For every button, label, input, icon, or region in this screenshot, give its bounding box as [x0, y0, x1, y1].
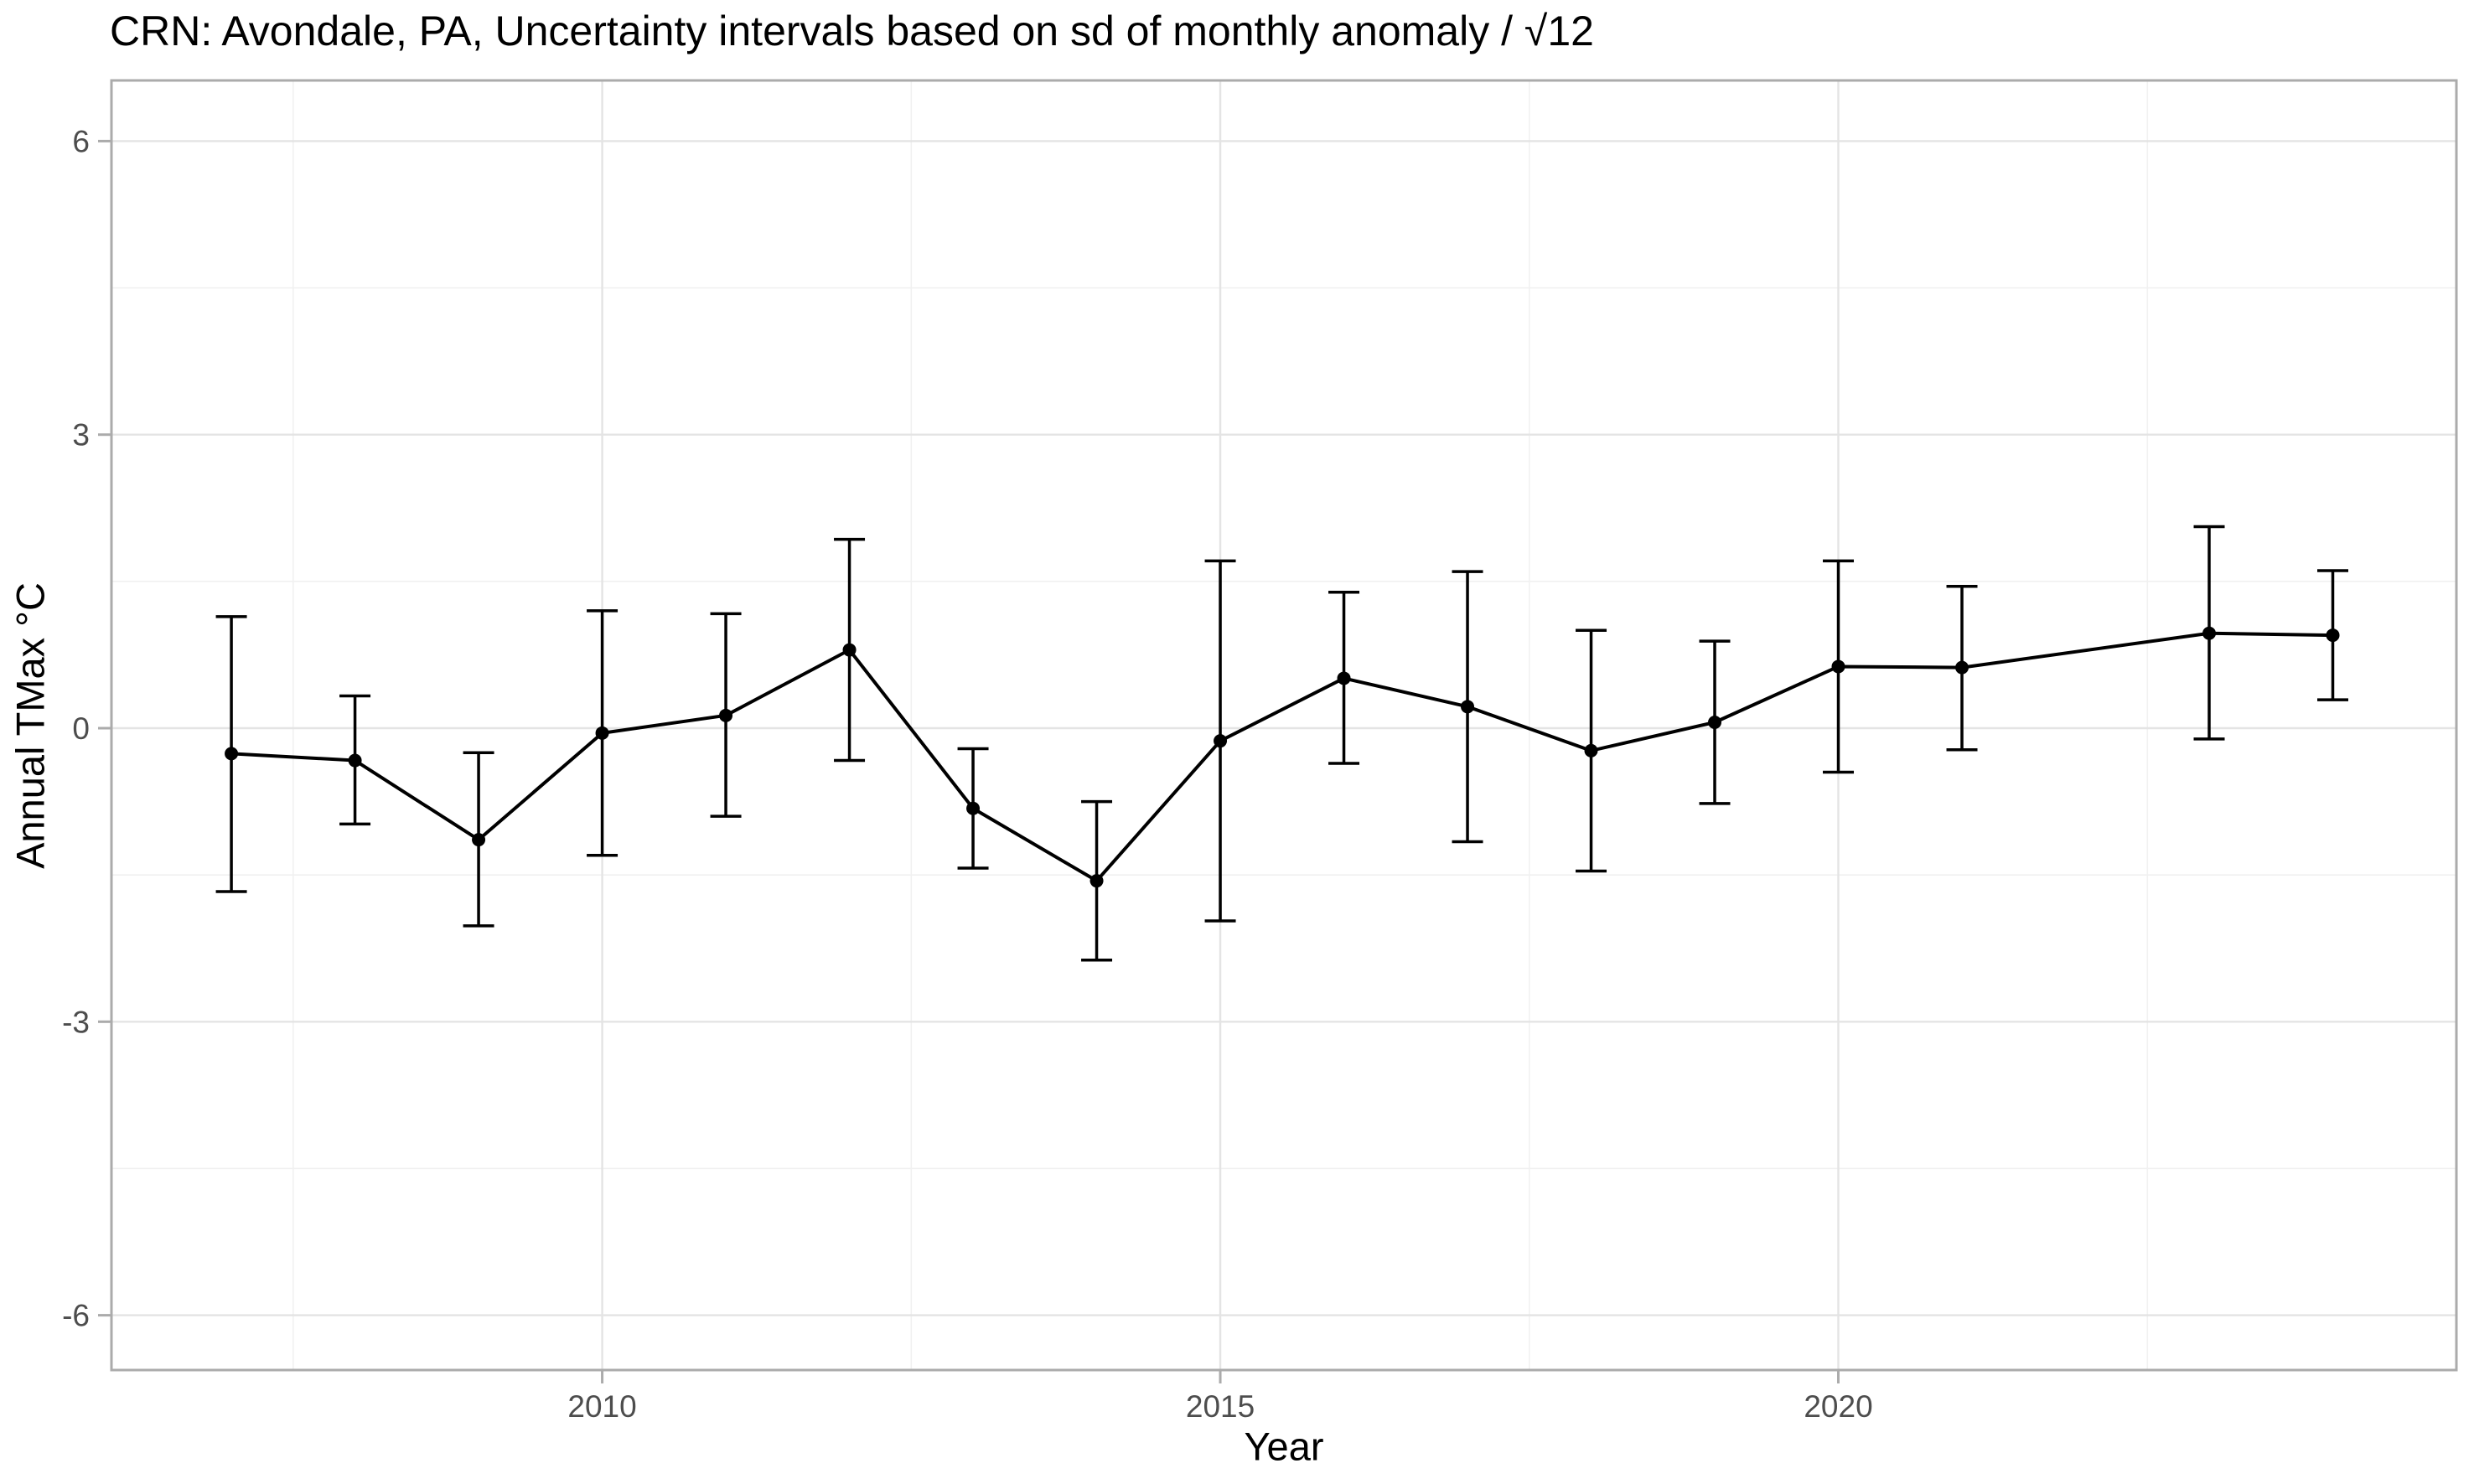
data-point [225, 747, 239, 761]
data-point [1831, 659, 1845, 674]
y-tick-label: -6 [62, 1299, 90, 1333]
x-tick-label: 2015 [1186, 1389, 1255, 1424]
data-point [1214, 734, 1228, 748]
data-point [1089, 874, 1104, 888]
data-point [2326, 628, 2340, 643]
data-point [1337, 671, 1351, 685]
data-point [719, 708, 733, 722]
data-point [348, 753, 362, 768]
data-point [1708, 715, 1722, 729]
y-tick-label: 6 [72, 124, 90, 158]
data-point [1461, 700, 1475, 714]
data-point [2202, 626, 2217, 640]
data-point [1955, 660, 1969, 675]
data-point [472, 833, 486, 847]
x-tick-label: 2020 [1804, 1389, 1872, 1424]
plot-panel [111, 80, 2456, 1370]
y-tick-label: 3 [72, 418, 90, 452]
panel-border [110, 79, 2458, 1372]
data-point [1584, 743, 1598, 758]
data-point [966, 801, 981, 815]
data-point [595, 726, 609, 740]
data-point [842, 643, 857, 657]
chart-title: CRN: Avondale, PA, Uncertainty intervals… [110, 8, 1594, 54]
x-axis-title: Year [1244, 1424, 1324, 1469]
y-axis-title: Annual TMax °C [8, 582, 53, 869]
y-tick-label: 0 [72, 711, 90, 746]
y-tick-label: -3 [62, 1005, 90, 1039]
x-tick-label: 2010 [567, 1389, 636, 1424]
